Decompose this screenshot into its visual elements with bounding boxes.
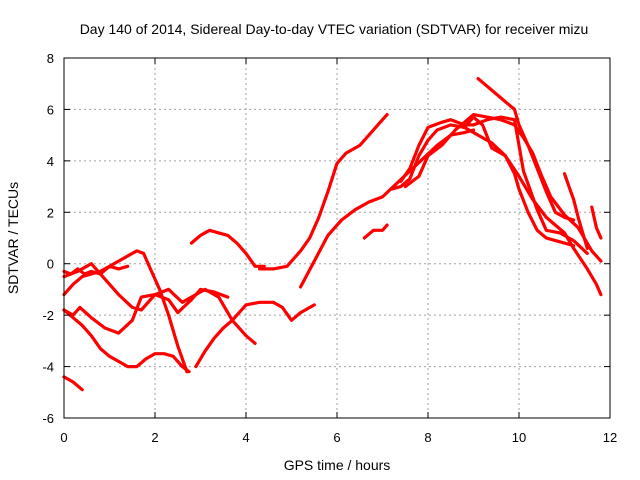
chart-title: Day 140 of 2014, Sidereal Day-to-day VTE… xyxy=(80,21,589,37)
y-tick-label: 0 xyxy=(47,257,54,272)
x-tick-label: 10 xyxy=(512,430,526,445)
y-tick-label: 4 xyxy=(47,154,54,169)
y-tick-label: -4 xyxy=(42,360,54,375)
data-series-17 xyxy=(562,172,589,250)
data-series-4 xyxy=(62,262,257,345)
data-series-16 xyxy=(476,76,576,222)
x-tick-label: 0 xyxy=(60,430,67,445)
grid-lines xyxy=(64,58,610,418)
y-tick-label: 6 xyxy=(47,102,54,117)
y-axis-label: SDTVAR / TECUs xyxy=(5,182,21,294)
data-series-13 xyxy=(399,115,589,255)
data-series-3 xyxy=(62,249,189,374)
x-tick-label: 6 xyxy=(333,430,340,445)
y-tick-label: 2 xyxy=(47,205,54,220)
x-tick-label: 2 xyxy=(151,430,158,445)
y-tick-label: -2 xyxy=(42,308,54,323)
data-series-7 xyxy=(194,300,316,369)
data-series-10 xyxy=(299,128,476,289)
data-series-18 xyxy=(590,205,603,240)
data-series-11 xyxy=(362,223,389,240)
x-tick-label: 8 xyxy=(424,430,431,445)
y-tick-label: 8 xyxy=(47,51,54,66)
axis-ticks: 0 2 4 6 8 10 12 -6 -4 -2 0 2 4 6 8 xyxy=(42,51,617,445)
data-series xyxy=(62,76,603,392)
data-series-1 xyxy=(62,375,84,392)
x-tick-label: 12 xyxy=(603,430,617,445)
x-axis-label: GPS time / hours xyxy=(284,457,391,473)
y-tick-label: -6 xyxy=(42,411,54,426)
data-series-5 xyxy=(62,287,230,335)
x-tick-label: 4 xyxy=(242,430,249,445)
data-series-9 xyxy=(258,112,389,271)
data-series-6 xyxy=(62,308,191,374)
data-series-8 xyxy=(189,228,266,268)
data-series-15 xyxy=(462,115,576,248)
